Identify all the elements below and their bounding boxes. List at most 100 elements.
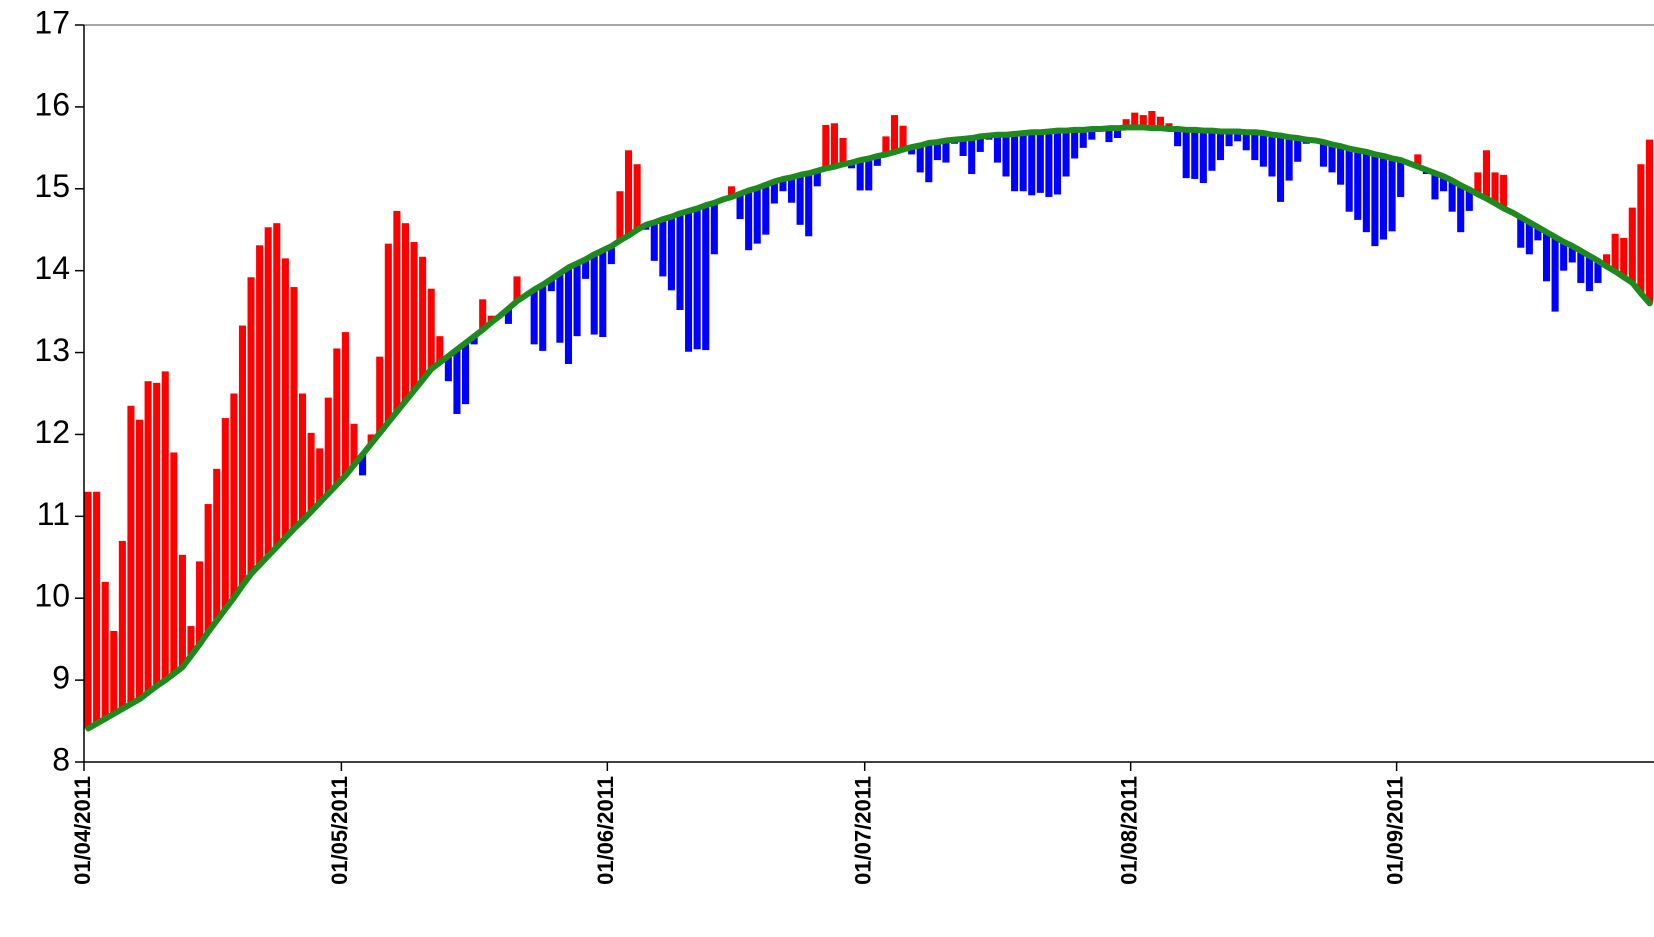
y-tick-label: 13 [34, 332, 70, 368]
bar [805, 173, 813, 237]
bar [1079, 129, 1087, 148]
bar [1268, 134, 1276, 177]
x-tick-label: 01/06/2011 [593, 776, 618, 885]
bar [170, 452, 178, 674]
bar [118, 540, 126, 709]
y-tick-label: 17 [34, 4, 70, 40]
bar [1028, 132, 1036, 196]
bar [273, 223, 281, 547]
bar [539, 284, 547, 351]
bar [110, 630, 118, 714]
bar [1285, 137, 1293, 181]
bar [693, 208, 701, 350]
bar [607, 246, 615, 265]
bar [101, 581, 109, 719]
bar [1114, 128, 1122, 139]
bar [599, 250, 607, 337]
bar [1517, 217, 1525, 248]
bar [1045, 131, 1053, 197]
y-tick-label: 14 [34, 250, 70, 286]
bar [1457, 185, 1465, 233]
bar [256, 245, 264, 565]
bar [1328, 144, 1336, 173]
bar [616, 191, 624, 241]
bar [1208, 130, 1216, 171]
bar [582, 259, 590, 279]
bar [453, 349, 461, 414]
bar [1620, 237, 1628, 278]
bar [153, 382, 161, 686]
x-tick-label: 01/05/2011 [327, 776, 352, 885]
bar [298, 393, 307, 521]
y-tick-label: 9 [52, 660, 70, 696]
bar [1242, 132, 1250, 151]
bar [968, 138, 976, 175]
bar [427, 288, 435, 369]
bar [1379, 156, 1388, 240]
bar [324, 397, 332, 494]
bar [1388, 158, 1396, 232]
bar [247, 277, 255, 574]
bar [779, 178, 787, 192]
bar [401, 223, 410, 401]
bar [1482, 150, 1490, 199]
bar [1148, 110, 1156, 129]
bar [1500, 174, 1508, 209]
bar [1139, 115, 1147, 128]
bar [1277, 135, 1285, 202]
y-tick-label: 16 [34, 86, 70, 122]
bar [899, 125, 907, 150]
bar [1362, 151, 1370, 233]
bar [839, 138, 847, 165]
bar [359, 454, 367, 476]
x-tick-label: 01/07/2011 [851, 776, 876, 885]
bar [822, 124, 830, 169]
bar [341, 332, 349, 476]
bar [1088, 128, 1096, 140]
bar [890, 115, 899, 152]
bar [1294, 138, 1302, 162]
mean-line [85, 124, 1653, 732]
bar [1345, 148, 1353, 212]
bar [161, 371, 169, 681]
bar [230, 393, 238, 598]
y-tick-label: 15 [34, 168, 70, 204]
bar [650, 222, 658, 261]
y-tick-label: 11 [37, 496, 70, 532]
bar [204, 504, 212, 632]
bar [865, 158, 873, 191]
bar [1216, 131, 1225, 161]
bar [736, 193, 744, 220]
y-tick-label: 10 [34, 578, 70, 614]
bar [213, 468, 221, 621]
bar [590, 254, 598, 335]
bar [1637, 164, 1645, 294]
bar [667, 216, 675, 291]
bar [178, 554, 186, 668]
plot-area [84, 110, 1653, 732]
y-tick-label: 8 [52, 741, 70, 777]
bar [933, 142, 941, 161]
bar [93, 491, 101, 724]
bar [856, 160, 864, 191]
bar [1577, 251, 1585, 283]
bar [238, 325, 247, 586]
bar [702, 205, 710, 351]
bar [333, 348, 341, 485]
bar [1542, 232, 1551, 282]
bar [882, 136, 890, 155]
bar [1071, 129, 1079, 159]
y-tick-label: 12 [34, 414, 70, 450]
bar [187, 626, 195, 656]
bar [1431, 173, 1439, 200]
bar [547, 278, 555, 292]
bar [1354, 150, 1362, 220]
bar [1397, 160, 1405, 197]
bar [1474, 172, 1482, 195]
bar [1174, 128, 1182, 147]
bar [787, 177, 796, 203]
bar [1036, 132, 1044, 193]
bar [1156, 116, 1164, 129]
bar [993, 134, 1001, 163]
